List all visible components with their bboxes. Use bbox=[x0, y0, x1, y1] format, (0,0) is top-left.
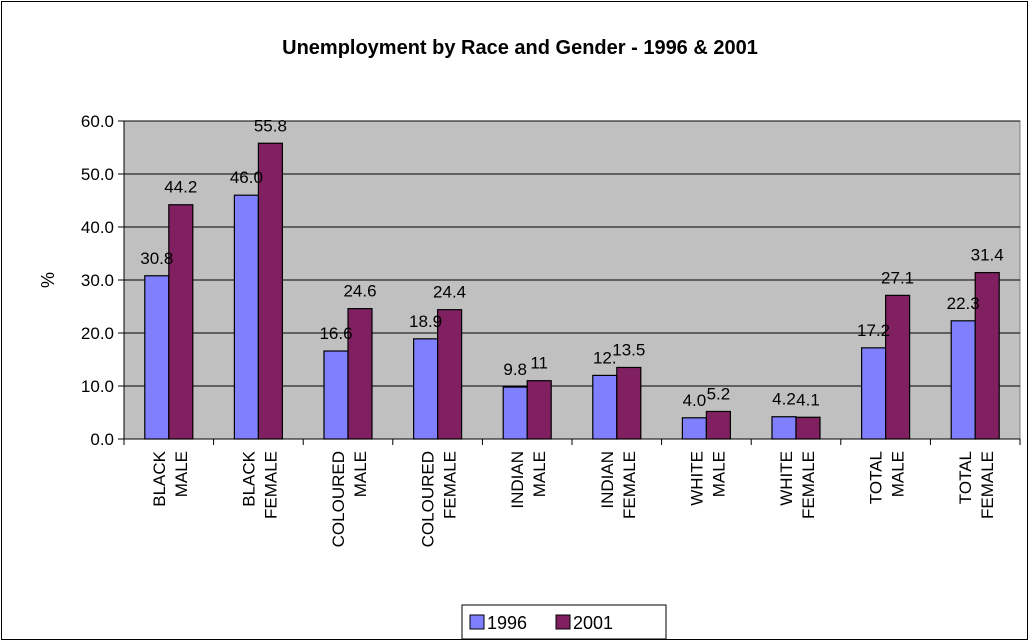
bar-1996-6 bbox=[681, 417, 708, 440]
x-category-label-line: TOTAL bbox=[867, 451, 886, 504]
data-label-2001-0: 44.2 bbox=[164, 178, 197, 197]
y-tick-label: 0.0 bbox=[90, 430, 114, 449]
bar-1996-0 bbox=[144, 275, 170, 440]
y-tick-label: 30.0 bbox=[81, 271, 114, 290]
x-category-label-line: INDIAN bbox=[508, 451, 527, 509]
data-label-2001-6: 5.2 bbox=[707, 384, 731, 403]
y-tick-label: 60.0 bbox=[81, 112, 114, 131]
data-label-2001-2: 24.6 bbox=[343, 282, 376, 301]
bar-2001-3 bbox=[437, 309, 463, 440]
data-label-2001-9: 31.4 bbox=[971, 246, 1004, 265]
x-category-label-line: FEMALE bbox=[441, 451, 460, 519]
chart-title: Unemployment by Race and Gender - 1996 &… bbox=[282, 37, 758, 59]
legend-label-2001: 2001 bbox=[573, 613, 613, 633]
data-label-2001-7: 4.1 bbox=[796, 390, 820, 409]
data-label-1996-4: 9.8 bbox=[503, 360, 527, 379]
bar-2001-2 bbox=[347, 308, 373, 440]
data-label-2001-8: 27.1 bbox=[881, 268, 914, 287]
bar-2001-4 bbox=[526, 380, 552, 440]
x-category-label: WHITE MALE bbox=[687, 451, 728, 506]
data-label-2001-1: 55.8 bbox=[254, 116, 287, 135]
x-category-label-line: FEMALE bbox=[978, 451, 997, 519]
data-label-1996-1: 46.0 bbox=[230, 168, 263, 187]
bar-1996-1 bbox=[233, 194, 259, 440]
x-category-label-line: INDIAN bbox=[598, 451, 617, 509]
data-label-1996-0: 30.8 bbox=[140, 249, 173, 268]
x-category-label: BLACK MALE bbox=[150, 450, 191, 506]
data-label-2001-3: 24.4 bbox=[433, 283, 466, 302]
legend-label-1996: 1996 bbox=[487, 613, 527, 633]
bar-2001-6 bbox=[705, 410, 732, 440]
x-category-label-line: FEMALE bbox=[261, 451, 280, 519]
bar-1996-8 bbox=[860, 347, 887, 440]
bar-1996-9 bbox=[950, 320, 976, 440]
x-category-label-line: COLOURED bbox=[329, 451, 348, 547]
x-category-label: COLOURED FEMALE bbox=[419, 451, 460, 547]
x-category-label: INDIAN FEMALE bbox=[598, 451, 639, 519]
bar-1996-5 bbox=[592, 374, 618, 440]
legend: 1996 2001 bbox=[461, 604, 667, 640]
bar-2001-8 bbox=[884, 294, 911, 440]
x-category-label-line: MALE bbox=[530, 451, 549, 497]
y-tick-label: 40.0 bbox=[81, 218, 114, 237]
x-category-label: WHITE FEMALE bbox=[777, 451, 818, 519]
x-category-label-line: WHITE bbox=[687, 451, 706, 506]
bar-1996-4 bbox=[502, 386, 528, 440]
data-label-1996-3: 18.9 bbox=[409, 312, 442, 331]
data-label-2001-5: 13.5 bbox=[612, 340, 645, 359]
data-label-1996-2: 16.6 bbox=[319, 324, 352, 343]
x-category-label-line: MALE bbox=[172, 451, 191, 497]
y-tick-label: 50.0 bbox=[81, 165, 114, 184]
bar-1996-2 bbox=[323, 350, 349, 440]
data-label-1996-8: 17.2 bbox=[857, 321, 890, 340]
y-tick-label: 20.0 bbox=[81, 324, 114, 343]
x-category-label: INDIAN MALE bbox=[508, 451, 549, 509]
bar-2001-1 bbox=[257, 142, 283, 440]
data-label-1996-6: 4.0 bbox=[683, 391, 707, 410]
data-label-1996-9: 22.3 bbox=[947, 294, 980, 313]
x-category-label: TOTAL FEMALE bbox=[956, 451, 997, 519]
bar-2001-7 bbox=[795, 416, 821, 440]
x-category-label: COLOURED MALE bbox=[329, 451, 370, 547]
data-label-1996-7: 4.2 bbox=[772, 390, 796, 409]
y-tick-label: 10.0 bbox=[81, 377, 114, 396]
x-category-label-line: MALE bbox=[351, 451, 370, 497]
x-category-label-line: FEMALE bbox=[799, 451, 818, 519]
x-category-label: TOTAL MALE bbox=[867, 451, 908, 504]
data-label-2001-4: 11 bbox=[530, 354, 548, 373]
x-category-label: BLACK FEMALE bbox=[239, 450, 280, 519]
bar-1996-7 bbox=[771, 416, 797, 440]
legend-swatch-1996 bbox=[469, 614, 485, 630]
data-label-1996-5: 12. bbox=[593, 348, 617, 367]
bar-2001-5 bbox=[616, 366, 642, 440]
x-category-label-line: MALE bbox=[709, 451, 728, 497]
x-category-label-line: FEMALE bbox=[620, 451, 639, 519]
x-category-label-line: WHITE bbox=[777, 451, 796, 506]
x-category-label-line: TOTAL bbox=[956, 451, 975, 504]
legend-swatch-2001 bbox=[555, 614, 571, 630]
y-axis-label: % bbox=[38, 272, 58, 288]
x-category-label-line: MALE bbox=[889, 451, 908, 497]
x-category-label-line: BLACK bbox=[239, 450, 258, 506]
bar-1996-3 bbox=[413, 338, 439, 440]
x-category-label-line: COLOURED bbox=[419, 451, 438, 547]
bar-2001-0 bbox=[168, 204, 194, 440]
x-category-label-line: BLACK bbox=[150, 450, 169, 506]
